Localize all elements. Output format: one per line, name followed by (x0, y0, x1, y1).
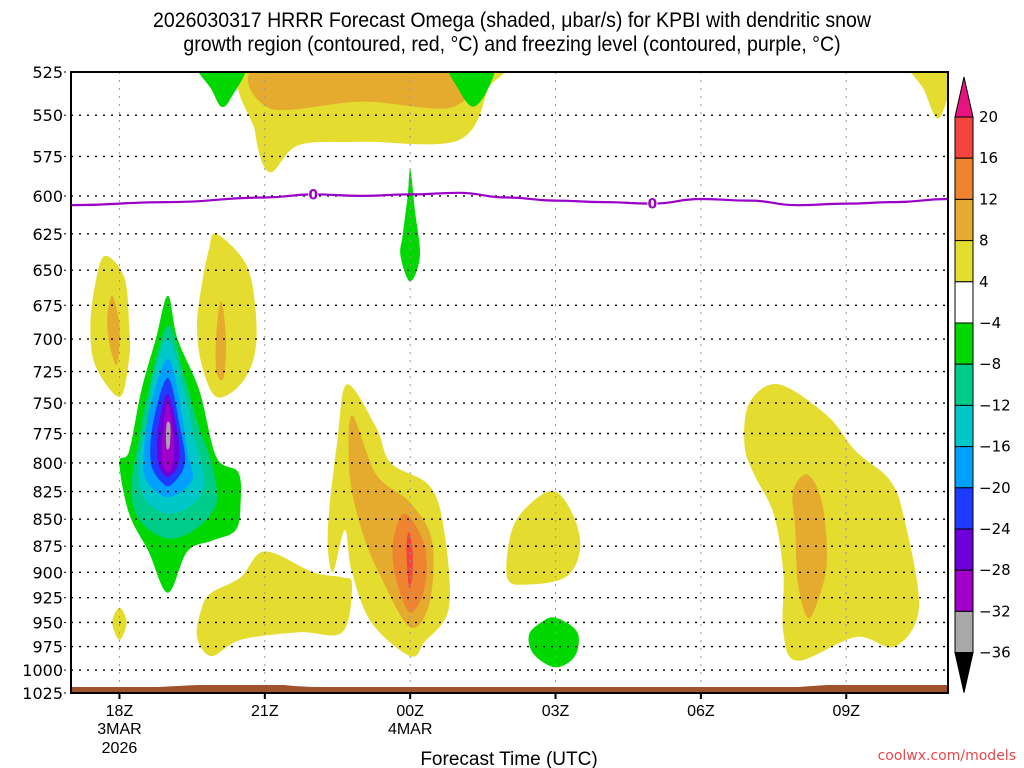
y-tick-label: 675 (32, 296, 63, 315)
y-tick-label: 975 (32, 638, 63, 657)
omega-contour-4-1930z (197, 233, 257, 398)
x-tick-label: 00Z (396, 703, 424, 720)
omega-contour-4-small (112, 607, 127, 640)
omega-contour-neg4-top-left (198, 72, 246, 108)
y-tick-label: 575 (32, 147, 63, 166)
colorbar-bin (954, 198, 974, 242)
omega-contour-4-top-right (910, 72, 948, 119)
colorbar-label: −36 (979, 644, 1011, 662)
y-tick-label: 950 (32, 613, 63, 632)
x-tick-label: 09Z (832, 703, 860, 720)
y-tick-label: 750 (32, 394, 63, 413)
freezing-level-contour: 00 (71, 187, 948, 213)
y-tick-label: 550 (32, 106, 63, 125)
colorbar-label: −4 (979, 314, 1001, 332)
omega-contour-8-left (107, 295, 120, 366)
colorbar-label: −28 (979, 561, 1011, 579)
omega-contour-4-03z (506, 490, 581, 585)
colorbar-label: −16 (979, 438, 1011, 456)
colorbar-bin (954, 240, 974, 283)
credit-link[interactable]: coolwx.com/models (878, 748, 1016, 764)
x-tick-date: 3MAR (97, 721, 141, 738)
terrain (71, 685, 948, 693)
omega-contour-neg32-core (166, 421, 171, 450)
y-tick-label: 525 (32, 63, 63, 82)
freezing-level-label-bg (308, 187, 319, 202)
colorbar-bin (954, 569, 974, 612)
colorbar-label: −12 (979, 396, 1011, 414)
colorbar: 20 16 12 8 4 −4 −8 −12 −16 −20 −24 −28 −32 −36 (954, 76, 1011, 693)
y-tick-label: 850 (32, 510, 63, 529)
freezing-level-label: 0 (648, 197, 658, 213)
colorbar-bin (954, 116, 974, 159)
colorbar-label: −20 (979, 479, 1011, 497)
y-tick-label: 775 (32, 424, 63, 443)
x-tick-date: 4MAR (388, 721, 432, 738)
y-tick-label: 625 (32, 225, 63, 244)
colorbar-bin (954, 528, 974, 571)
y-tick-label: 800 (32, 454, 63, 473)
omega-contour-4-09z (744, 384, 920, 661)
colorbar-label: 12 (979, 190, 998, 208)
colorbar-bin (954, 610, 974, 654)
colorbar-label: −32 (979, 602, 1011, 620)
x-tick-label: 18Z (106, 703, 134, 720)
omega-contour-8-09z (792, 474, 828, 619)
plot-frame (70, 71, 949, 694)
y-tick-label: 875 (32, 537, 63, 556)
omega-contour-4-lower-21z (196, 551, 352, 657)
colorbar-bin (954, 157, 974, 200)
x-tick-label: 06Z (687, 703, 715, 720)
x-tick-label: 03Z (542, 703, 570, 720)
y-tick-label: 725 (32, 363, 63, 382)
y-tick-label: 825 (32, 483, 63, 502)
y-tick-label: 600 (32, 187, 63, 206)
y-tick-label: 650 (32, 261, 63, 280)
omega-contour-8-upper (247, 72, 479, 111)
chart-title-line-1: 2026030317 HRRR Forecast Omega (shaded, … (153, 9, 871, 32)
colorbar-bin (954, 404, 974, 448)
y-tick-label: 925 (32, 589, 63, 608)
colorbar-label: −8 (979, 355, 1001, 373)
colorbar-label: 20 (979, 108, 998, 126)
omega-contour-neg4-03z (528, 617, 579, 668)
omega-contour-8-1930z (215, 301, 227, 381)
y-tick-label: 900 (32, 563, 63, 582)
terrain-fill (71, 685, 948, 693)
colorbar-label: 4 (979, 273, 989, 291)
x-tick-year: 2026 (102, 740, 138, 757)
colorbar-bin (954, 446, 974, 489)
y-tick-label: 700 (32, 330, 63, 349)
x-axis-label: Forecast Time (UTC) (420, 749, 597, 768)
freezing-level-label-bg (647, 196, 658, 211)
colorbar-label: 16 (979, 149, 998, 167)
colorbar-label: 8 (979, 232, 989, 250)
y-axis: 525 550 575 600 625 650 675 700 725 750 775 800 825 8… (22, 63, 66, 703)
chart-title: 2026030317 HRRR Forecast Omega (shaded, … (36, 9, 988, 57)
colorbar-bottom-arrow (954, 652, 974, 693)
colorbar-bin (954, 281, 974, 324)
colorbar-top-arrow (954, 76, 974, 118)
colorbar-label: −24 (979, 520, 1011, 538)
colorbar-bin (954, 363, 974, 406)
y-tick-label: 1025 (22, 684, 63, 703)
omega-contour-neg4-top (448, 72, 495, 107)
chart-title-line-2: growth region (contoured, red, °C) and f… (183, 33, 841, 56)
y-tick-label: 1000 (22, 661, 63, 680)
freezing-level-label: 0 (308, 187, 318, 203)
colorbar-bin (954, 487, 974, 530)
colorbar-bin (954, 322, 974, 365)
x-tick-label: 21Z (251, 703, 279, 720)
freezing-level-line (71, 191, 948, 207)
